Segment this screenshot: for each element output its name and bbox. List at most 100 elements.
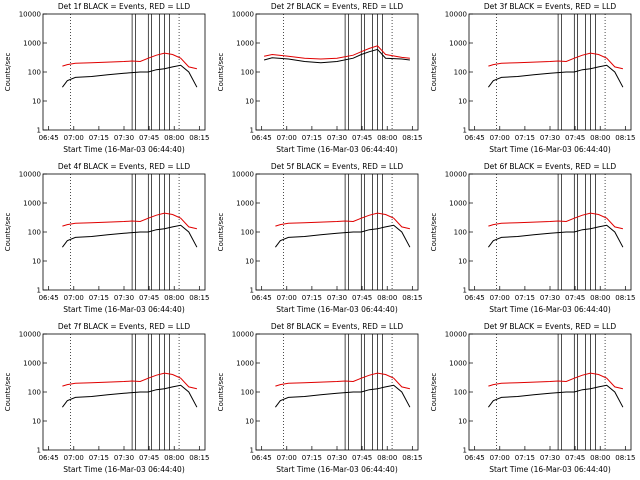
y-tick-label: 1 [250,447,254,455]
y-axis-label: Counts/sec [4,213,12,252]
x-axis-label: Start Time (16-Mar-03 06:44:40) [63,305,185,314]
y-tick-label: 10 [458,418,467,426]
y-tick-label: 10 [245,258,254,266]
y-tick-label: 10 [32,98,41,106]
y-tick-label: 10 [32,418,41,426]
series-line-events [275,384,411,408]
x-tick-label: 06:45 [39,294,59,302]
y-tick-label: 10000 [445,331,467,339]
x-tick-label: 07:00 [64,134,84,142]
y-tick-label: 10 [245,418,254,426]
series-line-events [488,224,624,248]
x-tick-label: 08:00 [590,294,610,302]
y-tick-label: 100 [454,389,467,397]
y-tick-label: 1000 [449,40,467,48]
x-tick-label: 07:15 [302,454,322,462]
y-tick-label: 1 [37,127,41,135]
y-tick-label: 10 [245,98,254,106]
x-tick-label: 08:15 [402,134,422,142]
x-tick-label: 07:00 [277,294,297,302]
x-tick-label: 07:30 [540,294,560,302]
y-axis-label: Counts/sec [430,213,438,252]
x-tick-label: 06:45 [252,454,272,462]
x-tick-label: 08:15 [189,134,209,142]
plot-frame [255,13,419,131]
series-line-lld [488,372,624,390]
x-tick-label: 07:00 [490,294,510,302]
x-tick-label: 08:15 [615,454,635,462]
panel-title: Det 7f BLACK = Events, RED = LLD [58,322,191,331]
x-tick-label: 07:00 [490,454,510,462]
y-tick-label: 10000 [232,11,254,19]
x-tick-label: 07:45 [352,134,372,142]
y-axis-label: Counts/sec [430,53,438,92]
x-tick-label: 07:45 [352,454,372,462]
x-tick-label: 06:45 [39,454,59,462]
y-tick-label: 10000 [19,11,41,19]
x-tick-label: 07:15 [515,294,535,302]
x-tick-label: 08:15 [615,294,635,302]
y-tick-label: 100 [454,69,467,77]
y-tick-label: 10000 [232,171,254,179]
x-tick-label: 07:30 [540,454,560,462]
x-tick-label: 07:45 [565,134,585,142]
x-tick-label: 08:15 [615,134,635,142]
panel-4: Det 4f BLACK = Events, RED = LLD 1 10 100 10… [4,162,209,314]
y-tick-label: 10 [32,258,41,266]
x-tick-label: 07:30 [327,294,347,302]
x-axis-label: Start Time (16-Mar-03 06:44:40) [63,145,185,154]
y-tick-label: 1000 [236,40,254,48]
series-line-events [62,384,198,408]
y-axis-label: Counts/sec [4,373,12,412]
x-tick-label: 07:45 [565,454,585,462]
x-tick-label: 07:15 [515,454,535,462]
panel-title: Det 8f BLACK = Events, RED = LLD [271,322,404,331]
x-tick-label: 07:45 [352,294,372,302]
y-tick-label: 1000 [236,200,254,208]
plot-frame [468,13,632,131]
x-tick-label: 07:30 [114,454,134,462]
series-line-lld [62,372,198,390]
y-tick-label: 10000 [445,11,467,19]
series-line-events [263,48,410,64]
panel-7: Det 7f BLACK = Events, RED = LLD 1 10 100 10… [4,322,209,474]
y-tick-label: 100 [28,229,41,237]
panel-3: Det 3f BLACK = Events, RED = LLD 1 10 100 10… [430,2,635,154]
y-tick-label: 1 [250,127,254,135]
x-tick-label: 08:00 [164,294,184,302]
y-tick-label: 1 [463,287,467,295]
x-tick-label: 06:45 [39,134,59,142]
x-tick-label: 08:00 [164,454,184,462]
x-tick-label: 06:45 [252,294,272,302]
y-axis-label: Counts/sec [217,53,225,92]
x-tick-label: 07:00 [64,454,84,462]
x-tick-label: 06:45 [465,134,485,142]
y-tick-label: 10000 [19,331,41,339]
x-axis-label: Start Time (16-Mar-03 06:44:40) [276,305,398,314]
y-tick-label: 1 [37,287,41,295]
series-line-lld [488,52,624,70]
y-tick-label: 100 [241,389,254,397]
y-tick-label: 100 [28,389,41,397]
x-tick-label: 07:30 [114,134,134,142]
y-axis-label: Counts/sec [4,53,12,92]
y-tick-label: 1000 [449,360,467,368]
y-axis-label: Counts/sec [217,213,225,252]
y-tick-label: 1 [463,447,467,455]
x-tick-label: 06:45 [465,294,485,302]
y-tick-label: 1 [37,447,41,455]
x-tick-label: 08:00 [590,454,610,462]
y-tick-label: 1 [250,287,254,295]
series-line-lld [275,372,411,390]
series-line-events [488,384,624,408]
y-tick-label: 100 [454,229,467,237]
x-tick-label: 07:15 [302,294,322,302]
x-tick-label: 07:00 [490,134,510,142]
x-tick-label: 08:00 [377,294,397,302]
x-tick-label: 06:45 [465,454,485,462]
panel-2: Det 2f BLACK = Events, RED = LLD 1 10 100 10… [217,2,422,154]
series-line-lld [263,45,410,60]
x-tick-label: 08:15 [189,454,209,462]
y-tick-label: 100 [241,69,254,77]
panel-5: Det 5f BLACK = Events, RED = LLD 1 10 100 10… [217,162,422,314]
